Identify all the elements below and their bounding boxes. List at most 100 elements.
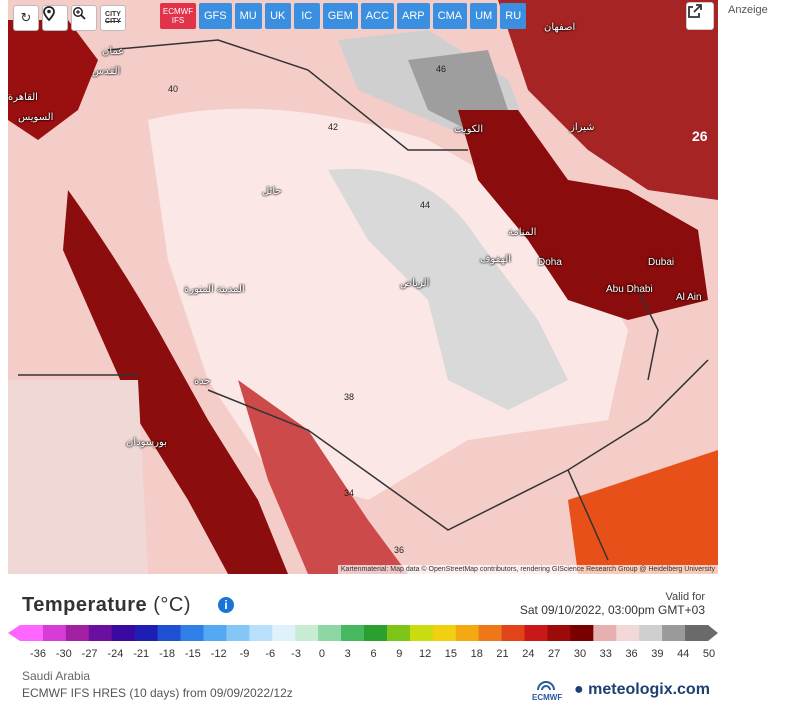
tab-acc[interactable]: ACC	[360, 3, 395, 29]
tab-mu[interactable]: MU	[234, 3, 262, 29]
isotherm-label: 42	[328, 122, 339, 132]
map-attribution: Kartenmaterial: Map data © OpenStreetMap…	[337, 565, 718, 574]
scale-color-segment	[180, 625, 204, 641]
legend-unit: (°C)	[153, 594, 191, 616]
reload-icon: ↻	[20, 10, 32, 25]
scale-tick-label: 15	[444, 648, 458, 660]
city-toggle-label-struck: CITY	[105, 18, 121, 25]
scale-color-segment	[111, 625, 136, 641]
scale-tick-label: 27	[548, 648, 561, 660]
scale-tick-label: -9	[239, 648, 250, 660]
scale-tick-label: 39	[651, 648, 664, 660]
tab-gfs[interactable]: GFS	[199, 3, 232, 29]
tab-label: ACC	[365, 10, 390, 22]
city-label: اصفهان	[544, 22, 576, 33]
meteologix-logo[interactable]: ● meteologix.com	[574, 681, 710, 699]
city-label: عمان	[102, 46, 125, 57]
scale-tick-label: 3	[344, 648, 351, 660]
city-label: المنامة	[508, 227, 537, 238]
tab-label: UK	[270, 10, 286, 22]
scale-color-segment	[364, 625, 388, 641]
tab-ru[interactable]: RU	[500, 3, 527, 29]
ecmwf-logo: ECMWF	[532, 680, 562, 702]
share-button[interactable]	[686, 2, 714, 30]
scale-color-segment	[386, 625, 411, 641]
zoom-icon	[73, 7, 86, 20]
tab-label: ARP	[402, 10, 425, 22]
city-label: Doha	[538, 257, 562, 268]
tab-ecmwf-ifs[interactable]: ECMWF IFS	[160, 3, 196, 29]
legend-title: Temperature (°C)	[22, 594, 191, 617]
city-label: الرياض	[400, 278, 430, 289]
tab-label: IFS	[171, 16, 185, 25]
scale-tick-label: -15	[184, 648, 201, 660]
scale-color-segment	[42, 625, 67, 641]
scale-tick-label: 6	[370, 648, 377, 660]
tab-ic[interactable]: IC	[293, 3, 320, 29]
tab-label: MU	[239, 10, 257, 22]
scale-color-segment	[295, 625, 319, 641]
scale-color-segment	[616, 625, 640, 641]
scale-tick-label: 30	[573, 648, 587, 660]
tab-label: ECMWF	[162, 7, 194, 16]
scale-color-segment	[203, 625, 227, 641]
zoom-button[interactable]	[71, 5, 97, 31]
city-label: المدينة المنورة	[184, 284, 245, 295]
tab-label: GEM	[327, 10, 353, 22]
scale-tick-label: -6	[265, 648, 276, 660]
city-label: السويس	[18, 112, 54, 123]
scale-arrow-left	[8, 625, 20, 641]
city-toggle-label: CITY	[105, 11, 121, 18]
tab-uk[interactable]: UK	[264, 3, 291, 29]
city-label: الهفوف	[480, 254, 512, 265]
ecmwf-logo-text: ECMWF	[532, 693, 563, 702]
scale-tick-label: -30	[55, 648, 72, 660]
isotherm-label: 38	[344, 392, 355, 402]
isotherm-label: 36	[394, 545, 405, 555]
scale-color-segment	[593, 625, 617, 641]
location-pin-icon	[43, 6, 55, 22]
scale-color-segment	[341, 625, 365, 641]
scale-tick-label: 0	[318, 648, 325, 660]
info-icon[interactable]: i	[218, 597, 234, 613]
region-label: Saudi Arabia	[22, 669, 91, 683]
scale-color-segment	[547, 625, 571, 641]
scale-tick-label: 9	[396, 648, 403, 660]
scale-tick-label: -3	[291, 648, 301, 660]
city-label: بورسودان	[126, 437, 167, 448]
scale-tick-label: -24	[107, 648, 124, 660]
scale-color-segment	[157, 625, 182, 641]
city-toggle-button[interactable]: CITY CITY	[100, 5, 126, 31]
location-button[interactable]	[42, 5, 68, 31]
reload-button[interactable]: ↻	[13, 5, 39, 31]
tab-label: IC	[301, 10, 313, 22]
valid-for-label: Valid for	[665, 591, 705, 603]
valid-time: Sat 09/10/2022, 03:00pm GMT+03	[519, 603, 705, 617]
scale-color-segment	[65, 625, 90, 641]
isotherm-label: 46	[436, 64, 447, 74]
scale-color-segment	[639, 625, 663, 641]
scale-tick-label: -21	[133, 648, 150, 660]
city-label: حائل	[262, 186, 282, 197]
tab-cma[interactable]: CMA	[432, 3, 468, 29]
scale-color-segment	[318, 625, 342, 641]
scale-tick-label: -12	[210, 648, 227, 660]
tab-arp[interactable]: ARP	[397, 3, 430, 29]
tab-um[interactable]: UM	[470, 3, 498, 29]
isotherm-label: 26	[692, 128, 708, 144]
tab-gem[interactable]: GEM	[322, 3, 358, 29]
weather-map[interactable]: 40 42 44 46 38 36 34 26 Doha Dubai Abu D…	[8, 0, 718, 574]
tab-label: RU	[505, 10, 522, 22]
temperature-map-canvas	[8, 0, 718, 574]
scale-color-segment	[524, 625, 548, 641]
color-scale-bar	[8, 625, 718, 641]
scale-tick-label: 18	[470, 648, 483, 660]
scale-tick-label: 33	[599, 648, 612, 660]
scale-tick-label: -27	[81, 648, 98, 660]
city-label: القدس	[92, 66, 121, 77]
scale-color-segment	[249, 625, 273, 641]
scale-color-segment	[134, 625, 159, 641]
city-label: Al Ain	[676, 292, 702, 303]
city-label: الكويت	[454, 124, 484, 135]
tab-label: UM	[475, 10, 493, 22]
